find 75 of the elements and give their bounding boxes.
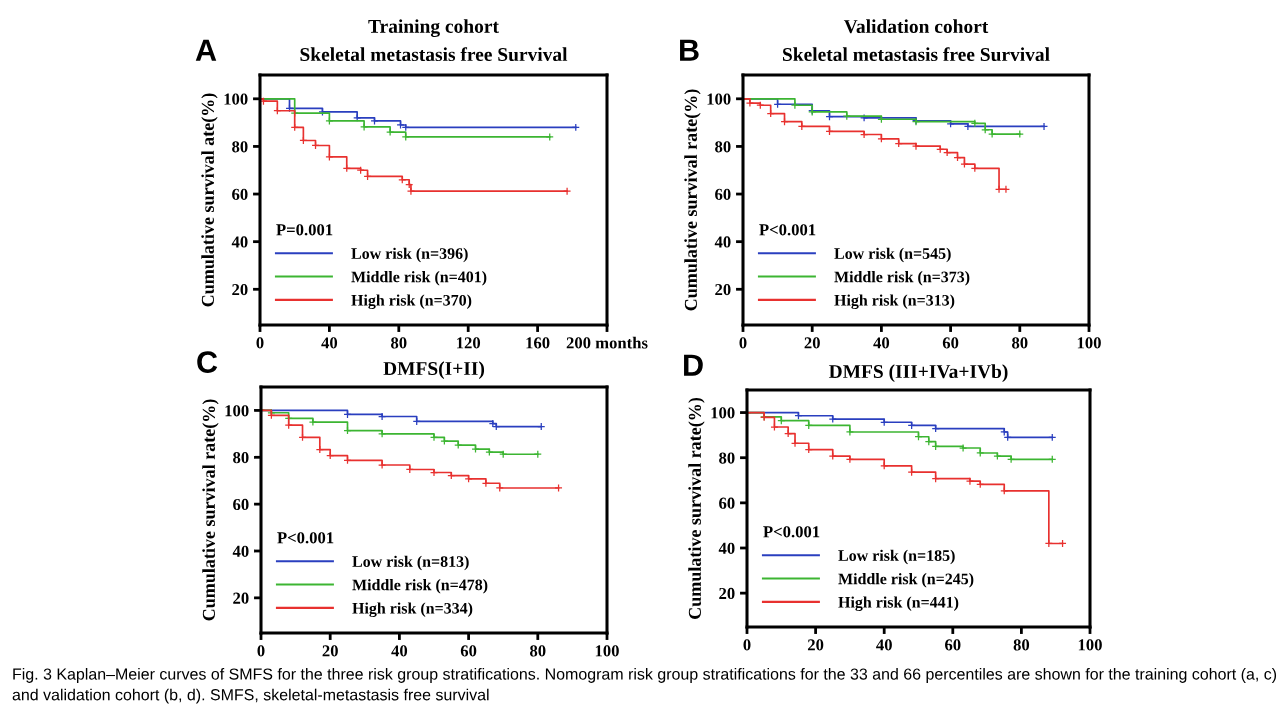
y-axis-title: Cumulative survival rate(%)	[688, 397, 705, 619]
legend-label: High risk (n=334)	[352, 602, 473, 618]
y-tick-label: 40	[232, 545, 249, 557]
x-tick-label: 100	[1078, 639, 1102, 651]
x-tick-label: 100	[1077, 337, 1101, 349]
text: C	[197, 351, 218, 373]
chart-title: Validation cohort	[843, 19, 989, 34]
x-tick-label: 0	[257, 645, 265, 657]
y-axis-title: Cumulative survival rate(%)	[684, 89, 701, 311]
y-axis-title: Cumulative survival rate(%)	[202, 399, 219, 621]
x-tick-label: 40	[321, 337, 338, 349]
chart-subtitle: Skeletal metastasis free Survival	[783, 47, 1050, 62]
y-tick-label: 100	[225, 405, 249, 417]
caption: Fig. 3 Kaplan–Meier curves of SMFS for the three risk group stratifications. Nomogram risk group stratifications for the 33 and 66 percentiles are shown for the training cohort (a, c) and validation cohort (b, d). SMFS, skeletal-metastasis free survival	[12, 668, 1277, 704]
legend-label: Low risk (n=813)	[352, 555, 469, 571]
y-tick-label: 20	[233, 592, 249, 604]
legend-label: Middle risk (n=401)	[351, 271, 487, 286]
y-tick-label: 20	[719, 587, 735, 600]
y-tick-label: 100	[711, 407, 735, 419]
y-tick-label: 80	[719, 452, 735, 464]
x-tick-label: 40	[873, 337, 890, 349]
y-tick-label: 80	[233, 451, 249, 464]
chart-title: DMFS(I+II)	[383, 361, 485, 379]
legend-label: Middle risk (n=373)	[834, 271, 970, 286]
x-tick-label: 20	[807, 639, 824, 651]
y-tick-label: 80	[232, 141, 248, 153]
x-tick-label: 60	[942, 337, 959, 349]
y-tick-label: 80	[715, 141, 731, 153]
legend-title: P<0.001	[277, 532, 334, 544]
legend-label: Middle risk (n=478)	[352, 579, 488, 594]
legend-label: Middle risk (n=245)	[838, 573, 974, 588]
x-tick-label: 80	[1012, 337, 1028, 349]
legend-label: High risk (n=370)	[351, 294, 472, 310]
legend-label: High risk (n=313)	[834, 294, 955, 310]
x-tick-label: 0	[743, 639, 751, 651]
y-axis-title: Cumulative survival ate(%)	[201, 93, 218, 307]
y-tick-label: 40	[231, 236, 248, 248]
x-tick-label: 40	[876, 639, 892, 651]
chart-subtitle: Skeletal metastasis free Survival	[300, 47, 568, 62]
chart-title: Training cohort	[368, 19, 499, 37]
x-tick-label: 200 months	[566, 336, 648, 349]
x-tick-label: 80	[1013, 639, 1030, 651]
legend-label: High risk (n=441)	[838, 596, 959, 612]
x-tick-label: 60	[945, 639, 961, 651]
legend-title: P=0.001	[276, 224, 333, 236]
y-tick-label: 60	[233, 498, 249, 511]
legend-title: P<0.001	[759, 224, 816, 236]
y-tick-label: 40	[714, 236, 731, 248]
y-tick-label: 20	[715, 283, 731, 296]
y-tick-label: 60	[232, 188, 248, 200]
text: A	[195, 39, 217, 61]
x-tick-label: 20	[322, 645, 338, 657]
x-tick-label: 80	[391, 337, 407, 349]
legend-label: Low risk (n=396)	[351, 247, 468, 263]
x-tick-label: 60	[460, 645, 477, 657]
y-tick-label: 40	[718, 542, 735, 554]
legend-title: P<0.001	[763, 526, 820, 538]
y-tick-label: 100	[707, 93, 731, 105]
legend-label: Low risk (n=545)	[834, 247, 951, 263]
chart-title: DMFS (III+IVa+IVb)	[828, 364, 1008, 382]
x-tick-label: 100	[595, 645, 619, 657]
x-tick-label: 40	[391, 645, 408, 657]
x-tick-label: 120	[457, 337, 481, 349]
text: B	[680, 39, 699, 61]
x-tick-label: 80	[530, 645, 546, 657]
y-tick-label: 60	[715, 188, 731, 200]
x-tick-label: 0	[739, 337, 747, 349]
x-tick-label: 20	[804, 337, 820, 349]
text: D	[684, 354, 703, 376]
y-tick-label: 60	[719, 497, 735, 509]
x-tick-label: 0	[256, 337, 264, 349]
y-tick-label: 100	[224, 93, 248, 105]
legend-label: Low risk (n=185)	[838, 549, 955, 565]
y-tick-label: 20	[232, 283, 248, 296]
x-tick-label: 160	[526, 337, 550, 349]
